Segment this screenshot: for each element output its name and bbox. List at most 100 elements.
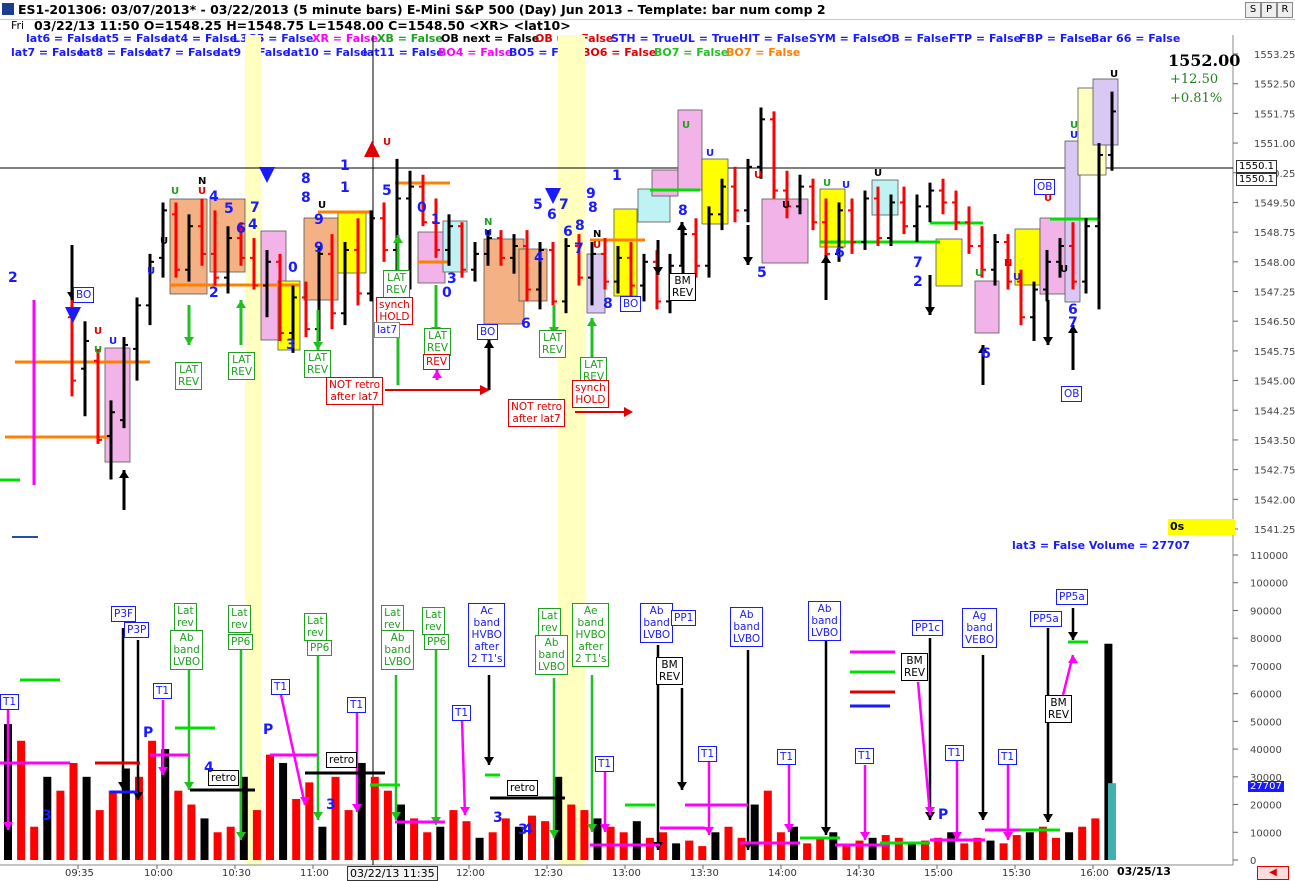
annotation-label: Ab band LVBO: [170, 630, 204, 670]
volume-bar: [567, 804, 576, 860]
volume-signal-arrow-head: [925, 807, 935, 815]
volume-bar: [776, 832, 785, 860]
annotation-label: NOT retro after lat7: [326, 377, 384, 405]
marker-letter: U: [975, 268, 984, 279]
volume-bar: [580, 810, 589, 860]
volume-bar: [266, 754, 274, 860]
volume-bar: [108, 790, 117, 860]
indicator-flag: lat10 = False: [287, 46, 368, 59]
bar-count-number: 8: [588, 200, 598, 216]
volume-bar: [82, 776, 91, 860]
indicator-flag: BO4 = False: [438, 46, 513, 59]
annotation-label: T1: [347, 697, 367, 713]
signal-arrow-head: [978, 345, 988, 353]
annotation-label: LAT REV: [175, 362, 203, 390]
indicator-flag: Bar 66 = False: [1091, 32, 1181, 45]
annotation-label: T1: [595, 756, 615, 772]
p-button[interactable]: P: [1261, 2, 1277, 18]
annotation-label: BM REV: [656, 657, 684, 685]
volume-signal-arrow-head: [3, 822, 13, 830]
volume-bar: [69, 762, 78, 860]
bar-count-number: 3: [42, 808, 52, 824]
pattern-box: [677, 109, 703, 191]
annotation-label: Ac band HVBO after 2 T1's: [468, 603, 506, 667]
time-tick-label: 10:00: [144, 868, 173, 879]
price-tick-label: 1541.25: [1254, 525, 1295, 536]
volume-bar: [999, 843, 1008, 860]
indicator-flag: HIT = False: [739, 32, 809, 45]
price-tick-label: 1551.75: [1254, 109, 1295, 120]
volume-bar: [711, 832, 720, 860]
indicator-flag: SYM = False: [809, 32, 885, 45]
bar-count-number: 4: [209, 189, 219, 205]
annotation-label: LAT REV: [424, 328, 452, 356]
price-tick-label: 1548.75: [1254, 228, 1295, 239]
annotation-label: Lat rev: [381, 605, 404, 633]
bar-count-number: 7: [574, 241, 584, 257]
volume-signal-arrow-head: [158, 767, 168, 775]
indicator-flag: lat11 = False: [363, 46, 444, 59]
marker-letter: U: [160, 236, 169, 247]
volume-signal-arrow-head: [925, 812, 935, 820]
indicator-flag: XB = False: [377, 32, 443, 45]
price-tick-label: 1548.00: [1254, 258, 1295, 269]
marker-letter: U: [1070, 120, 1079, 131]
volume-bar: [750, 804, 759, 860]
bar-count-number: 1: [340, 158, 350, 174]
volume-bar: [279, 762, 288, 860]
pattern-box: [1014, 228, 1041, 286]
annotation-label: Ab band LVBO: [381, 630, 415, 670]
marker-letter: U: [1044, 193, 1053, 204]
volume-bar: [632, 821, 641, 860]
time-tick-label: 12:00: [456, 868, 485, 879]
bar-count-number: 6: [981, 346, 991, 362]
bar-timer: 0s: [1168, 519, 1235, 535]
s-button[interactable]: S: [1245, 2, 1261, 18]
volume-bar: [842, 846, 851, 860]
price-tick-label: 1553.25: [1254, 50, 1295, 61]
volume-bar: [606, 826, 615, 860]
bar-count-number: P: [938, 807, 949, 823]
window-title-bar: ES1-201306: 03/07/2013* - 03/22/2013 (5 …: [0, 0, 1295, 20]
volume-bar: [95, 810, 104, 860]
volume-bar: [397, 804, 405, 860]
annotation-label: T1: [698, 746, 718, 762]
volume-bar: [1038, 826, 1047, 860]
volume-signal-arrow-head: [677, 782, 687, 790]
marker-letter: N: [1004, 258, 1013, 269]
volume-bar: [436, 826, 445, 860]
volume-bar: [645, 837, 654, 860]
annotation-label: Lat rev: [174, 603, 197, 631]
current-volume-tag: 27707: [1248, 781, 1284, 792]
volume-bar: [239, 776, 248, 860]
signal-arrow-head: [587, 318, 597, 326]
signal-arrow-head: [1068, 325, 1078, 333]
annotation-label: PP5a: [1030, 611, 1062, 627]
signal-arrow-head: [677, 222, 687, 230]
volume-signal-arrow-head: [549, 830, 559, 838]
bar-count-number: 8: [301, 171, 311, 187]
pattern-box: [337, 212, 367, 274]
volume-bar: [593, 818, 602, 860]
annotation-label: Lat rev: [228, 605, 251, 633]
annotation-label: Ab band LVBO: [808, 601, 842, 641]
signal-arrow-head: [236, 300, 246, 308]
change-percent: +0.81%: [1170, 91, 1223, 106]
volume-tick-label: 100000: [1250, 579, 1288, 590]
volume-bar: [1012, 835, 1021, 860]
annotation-label: PP5a: [1056, 589, 1088, 605]
r-button[interactable]: R: [1277, 2, 1293, 18]
scroll-right-button[interactable]: ◀: [1257, 866, 1289, 880]
annotation-label: Ab band LVBO: [640, 603, 674, 643]
marker-letter: U: [1013, 272, 1022, 283]
volume-tick-label: 60000: [1250, 690, 1282, 701]
volume-bar: [292, 799, 301, 860]
cursor-time-label: 03/22/13 11:35: [347, 866, 438, 881]
volume-bar: [488, 832, 497, 860]
volume-bar: [344, 810, 353, 860]
bar-count-number: 5: [533, 197, 543, 213]
volume-bar: [331, 776, 340, 860]
volume-bar: [410, 818, 419, 860]
bar-count-number: 4: [248, 217, 258, 233]
